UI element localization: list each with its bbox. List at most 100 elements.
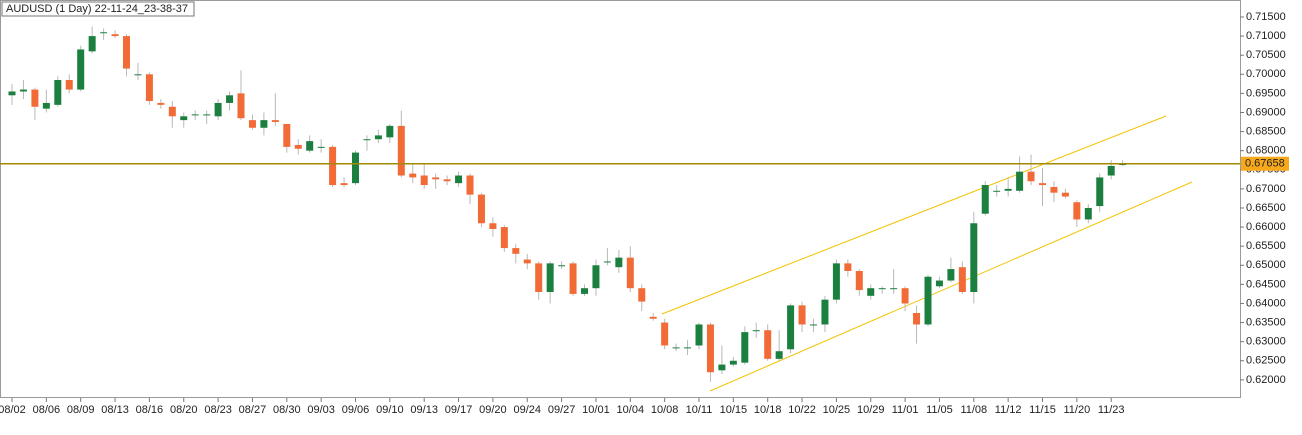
candles xyxy=(8,26,1127,382)
candle-body xyxy=(981,185,989,214)
candle-body xyxy=(638,288,646,302)
candle-body xyxy=(718,364,726,371)
x-tick-label: 08/09 xyxy=(67,404,95,416)
y-tick-label: 0.64000 xyxy=(1246,297,1286,309)
candle-body xyxy=(397,125,405,176)
x-tick-label: 10/22 xyxy=(788,404,816,416)
candle-body xyxy=(695,324,703,346)
candle-body xyxy=(157,102,165,105)
x-tick-label: 11/23 xyxy=(1098,404,1125,416)
candle-body xyxy=(294,144,302,149)
candle-body xyxy=(248,120,256,128)
candle-body xyxy=(374,135,382,140)
x-tick-label: 09/03 xyxy=(307,404,335,416)
x-tick-label: 10/15 xyxy=(720,404,748,416)
candle-body xyxy=(54,80,62,105)
candle-body xyxy=(226,95,234,103)
candle-body xyxy=(77,49,85,90)
candle-body xyxy=(924,276,932,325)
candle-body xyxy=(145,74,153,102)
candle-body xyxy=(191,114,199,116)
x-tick-label: 11/15 xyxy=(1029,404,1056,416)
candle-body xyxy=(844,263,852,271)
candle-body xyxy=(947,269,955,281)
x-tick-label: 09/06 xyxy=(342,404,370,416)
candle-body xyxy=(340,183,348,186)
y-tick-label: 0.63500 xyxy=(1246,316,1286,328)
x-tick-label: 10/04 xyxy=(617,404,645,416)
x-tick-label: 11/08 xyxy=(960,404,987,416)
x-tick-label: 10/25 xyxy=(823,404,851,416)
candle-body xyxy=(661,322,669,346)
candle-body xyxy=(168,106,176,117)
candle-body xyxy=(271,120,279,123)
candle-body xyxy=(1119,164,1127,166)
x-tick-label: 08/06 xyxy=(33,404,61,416)
y-tick-label: 0.65500 xyxy=(1246,240,1286,252)
y-tick-label: 0.65000 xyxy=(1246,259,1286,271)
candle-body xyxy=(1107,165,1115,176)
candle-body xyxy=(535,263,543,293)
candle-body xyxy=(615,257,623,268)
candle-body xyxy=(581,288,588,294)
candle-body xyxy=(283,123,291,147)
candle-body xyxy=(180,116,188,121)
x-tick-label: 11/20 xyxy=(1063,404,1090,416)
candle-body xyxy=(260,120,268,128)
candle-body xyxy=(821,299,829,325)
candle-body xyxy=(352,152,359,184)
y-tick-label: 0.68500 xyxy=(1246,125,1286,137)
x-tick-label: 08/02 xyxy=(0,404,26,416)
candle-body xyxy=(706,324,714,373)
y-tick-label: 0.69500 xyxy=(1246,87,1286,99)
x-tick-label: 11/01 xyxy=(892,404,919,416)
candle-body xyxy=(1084,207,1092,220)
x-tick-label: 09/13 xyxy=(410,404,438,416)
y-tick-label: 0.63000 xyxy=(1246,336,1286,348)
candle-body xyxy=(134,74,142,76)
candle-body xyxy=(329,146,337,186)
y-tick-label: 0.69000 xyxy=(1246,106,1286,118)
candle-body xyxy=(466,175,474,195)
candle-body xyxy=(832,263,840,300)
candle-body xyxy=(684,347,692,349)
candle-body xyxy=(111,34,119,37)
candle-body xyxy=(913,313,921,325)
x-tick-label: 08/16 xyxy=(136,404,164,416)
candle-body xyxy=(123,36,130,69)
y-tick-label: 0.66500 xyxy=(1246,202,1286,214)
candle-body xyxy=(867,288,875,296)
candle-body xyxy=(1073,202,1081,220)
x-tick-label: 08/23 xyxy=(204,404,232,416)
x-tick-label: 08/30 xyxy=(273,404,301,416)
candle-body xyxy=(592,265,600,289)
x-tick-label: 09/24 xyxy=(513,404,541,416)
y-tick-label: 0.71500 xyxy=(1246,11,1286,23)
x-tick-label: 10/11 xyxy=(686,404,713,416)
candle-body xyxy=(214,102,222,117)
x-tick-label: 08/20 xyxy=(170,404,198,416)
candle-body xyxy=(775,351,783,359)
candle-body xyxy=(546,263,554,293)
candle-body xyxy=(729,360,737,365)
candle-body xyxy=(65,80,73,90)
candle-body xyxy=(8,91,16,96)
candle-body xyxy=(993,190,1001,192)
candle-body xyxy=(100,32,108,34)
candle-body xyxy=(569,263,577,294)
candle-body xyxy=(603,261,611,263)
candle-body xyxy=(237,93,245,119)
candle-body xyxy=(512,248,520,254)
y-tick-label: 0.67000 xyxy=(1246,183,1286,195)
candle-body xyxy=(203,114,211,116)
candle-body xyxy=(88,36,96,52)
candle-body xyxy=(649,316,657,319)
candle-body xyxy=(420,175,428,186)
x-tick-label: 09/17 xyxy=(445,404,473,416)
candle-body xyxy=(558,265,566,267)
candle-body xyxy=(890,288,898,290)
candle-body xyxy=(1050,186,1058,193)
candle-body xyxy=(798,305,806,325)
